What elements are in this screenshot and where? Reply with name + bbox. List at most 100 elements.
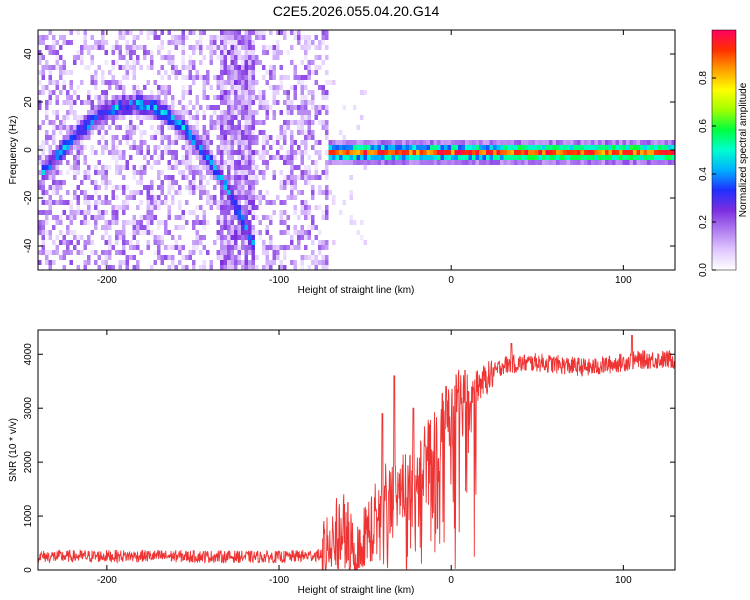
spectrogram-cell [150,190,154,195]
spectrogram-cell [339,160,343,165]
spectrogram-cell [41,175,45,180]
spectrogram-cell [76,210,80,215]
spectrogram-cell [185,155,189,160]
spectrogram-cell [174,265,178,270]
spectrogram-cell [251,265,255,270]
spectrogram-cell [216,180,220,185]
spectrogram-cell [171,155,175,160]
spectrogram-cell [227,90,231,95]
spectrogram-cell [468,140,472,145]
spectrogram-cell [181,30,185,35]
spectrogram-cell [97,255,101,260]
y-tick-label: 1000 [23,505,34,528]
spectrogram-cell [227,265,231,270]
spectrogram-cell [248,100,252,105]
spectrogram-cell [272,140,276,145]
spectrogram-cell [258,170,262,175]
spectrogram-cell [199,150,203,155]
spectrogram-cell [62,80,66,85]
spectrogram-cell [139,175,143,180]
spectrogram-cell [80,250,84,255]
spectrogram-cell [41,180,45,185]
spectrogram-cell [101,40,105,45]
spectrogram-cell [269,135,273,140]
spectrogram-cell [66,40,70,45]
spectrogram-cell [108,70,112,75]
spectrogram-cell [83,200,87,205]
spectrogram-cell [220,95,224,100]
spectrogram-cell [195,170,199,175]
spectrogram-cell [66,240,70,245]
spectrogram-cell [265,140,269,145]
spectrogram-cell [311,105,315,110]
spectrogram-cell [213,40,217,45]
spectrogram-cell [188,100,192,105]
spectrogram-cell [300,60,304,65]
spectrogram-cell [115,110,119,115]
spectrogram-cell [69,125,73,130]
spectrogram-cell [132,125,136,130]
spectrogram-cell [412,140,416,145]
spectrogram-cell [440,155,444,160]
spectrogram-cell [605,155,609,160]
spectrogram-cell [230,260,234,265]
spectrogram-cell [104,140,108,145]
spectrogram-cell [615,145,619,150]
spectrogram-cell [111,245,115,250]
spectrogram-cell [118,205,122,210]
spectrogram-cell [199,170,203,175]
spectrogram-cell [269,220,273,225]
spectrogram-cell [111,45,115,50]
colorbar-bar [711,29,737,271]
spectrogram-cell [286,175,290,180]
spectrogram-cell [293,90,297,95]
spectrogram-cell [41,120,45,125]
spectrogram-cell [195,185,199,190]
spectrogram-cell [230,155,234,160]
spectrogram-cell [262,215,266,220]
spectrogram-cell [160,150,164,155]
spectrogram-cell [244,85,248,90]
spectrogram-cell [486,145,490,150]
spectrogram-cell [230,110,234,115]
spectrogram-cell [556,155,560,160]
spectrogram-cell [69,110,73,115]
spectrogram-cell [139,45,143,50]
spectrogram-cell [241,250,245,255]
spectrogram-cell [52,90,56,95]
spectrogram-cell [45,110,49,115]
spectrogram-cell [549,160,553,165]
spectrogram-cell [55,200,59,205]
spectrogram-cell [577,155,581,160]
spectrogram-cell [104,105,108,110]
spectrogram-cell [146,230,150,235]
spectrogram-cell [300,235,304,240]
spectrogram-cell [262,130,266,135]
spectrogram-cell [314,70,318,75]
spectrogram-cell [132,60,136,65]
spectrogram-cell [62,180,66,185]
spectrogram-cell [244,175,248,180]
spectrogram-cell [367,150,371,155]
spectrogram-cell [468,155,472,160]
spectrogram-cell [444,140,448,145]
spectrogram-cell [94,70,98,75]
spectrogram-cell [241,135,245,140]
spectrogram-cell [220,245,224,250]
spectrogram-cell [629,160,633,165]
spectrogram-cell [244,215,248,220]
spectrogram-cell [209,85,213,90]
spectrogram-cell [230,150,234,155]
spectrogram-cell [97,170,101,175]
spectrogram-cell [199,135,203,140]
spectrogram-cell [332,240,336,245]
spectrogram-cell [283,175,287,180]
spectrogram-cell [199,250,203,255]
spectrogram-cell [90,150,94,155]
spectrogram-cell [206,145,210,150]
spectrogram-cell [244,265,248,270]
spectrogram-cell [220,150,224,155]
spectrogram-cell [160,125,164,130]
spectrogram-cell [115,165,119,170]
